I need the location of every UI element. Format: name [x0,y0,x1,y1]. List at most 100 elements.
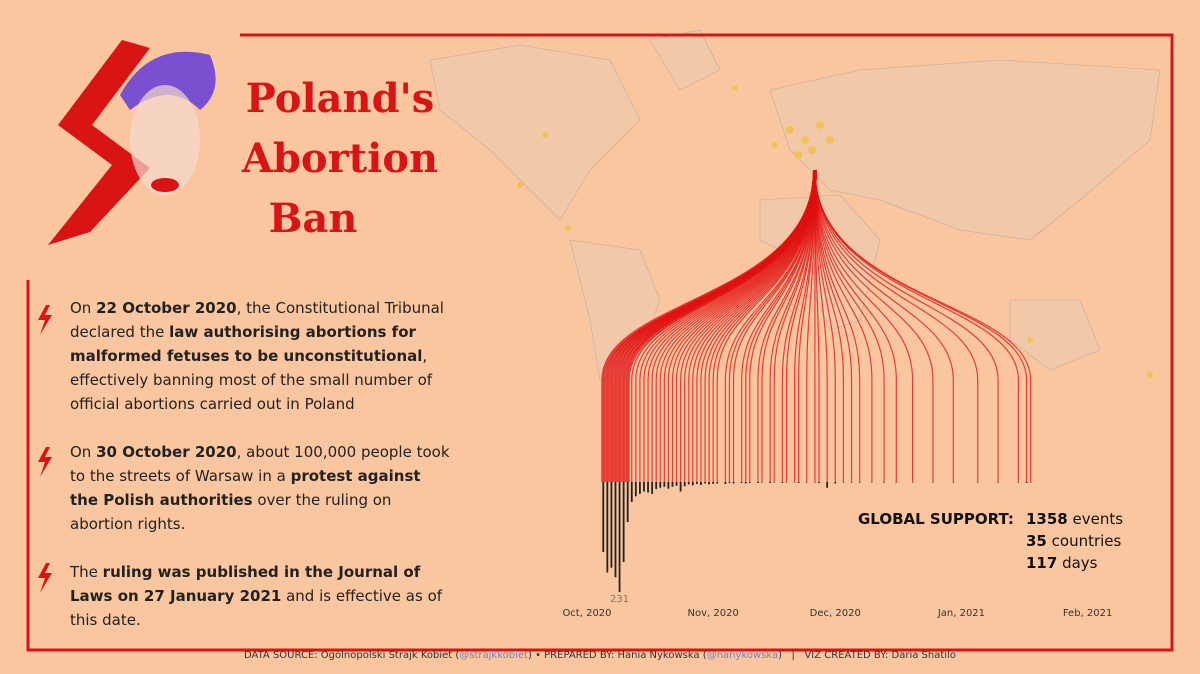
text-run: The [70,563,103,581]
footer-text: ) | VIZ CREATED BY: Daria Shatilo [778,650,956,661]
frame [26,33,1174,652]
bar [1025,482,1028,483]
footer-text: DATA SOURCE: Ogólnopolski Strajk Kobiet … [244,650,460,661]
bar [667,482,670,489]
stat-row: 1358 events [1026,508,1123,530]
flows [601,169,1032,482]
bar [626,482,629,522]
text-run: , the Constitutional Tribunal declared t… [70,299,444,341]
flow-line [814,169,954,482]
bar [700,482,702,485]
text-run: On [70,443,97,461]
bar [716,482,719,484]
text-run: , about 100,000 people took to the stree… [70,443,450,485]
text-run: On [70,299,97,317]
value-label: 231 [610,594,629,605]
bar [797,482,800,483]
title-line: Abortion [241,135,438,182]
footer-text: ) • PREPARED BY: Hania Nykowska ( [527,650,707,661]
bar [695,482,698,484]
bar [687,482,690,485]
footer-text: @hanykowska [706,650,779,661]
stat-row: 35 countries [1026,530,1121,552]
paragraph: On 30 October 2020, about 100,000 people… [70,440,450,536]
bars: Oct, 2020 Nov, 2020 Dec, 2020 Jan, 2021 Feb,… [562,482,1112,619]
bullet-icons [38,305,52,593]
world-map [429,29,1161,381]
bar [622,482,625,562]
bar [647,482,649,493]
stat-value: 1358 [1026,510,1068,528]
bar [675,482,678,486]
bar [708,482,710,485]
stat-unit: countries [1051,532,1122,550]
bar [826,482,829,488]
text-run: 30 October 2020 [96,443,237,461]
text-run: over the ruling on abortion rights. [70,491,392,533]
flow-line [814,169,897,482]
bar [683,482,686,487]
event-dots [517,85,1153,378]
text-run: 22 October 2020 [96,299,237,317]
logo-bolt [48,40,150,245]
bar [712,482,715,484]
stat-unit: days [1062,554,1098,572]
bar [606,482,609,573]
bar [663,482,666,487]
text-run: law authorising abortions for malformed … [70,323,423,365]
paragraph: On 22 October 2020, the Constitutional T… [70,296,450,416]
bar [818,482,820,483]
bar [704,482,706,484]
text-run: and is effective as of this date. [70,587,443,629]
bar [757,482,759,483]
bar [740,482,743,483]
bar [781,482,784,483]
x-tick-label: Dec, 2020 [810,608,861,619]
bar [671,482,674,487]
bar [655,482,658,490]
bar [614,482,617,578]
bar [651,482,654,494]
x-tick-label: Feb, 2021 [1063,608,1113,619]
bar [634,482,637,497]
stat-row: 117 days [1026,552,1098,574]
flow-line [814,169,1032,482]
stat-value: 35 [1026,532,1047,550]
bar [744,482,747,484]
bar [769,482,772,483]
flow-line [814,169,934,482]
bar [728,482,731,483]
footer-text: @strajkkobiet [459,650,528,661]
flow-line [814,169,914,482]
bar [602,482,605,552]
bar [659,482,662,488]
bar [630,482,633,502]
x-tick-label: Jan, 2021 [937,608,985,619]
title-line: Poland's [246,75,435,122]
flow-line [814,169,999,482]
bar [610,482,613,568]
bar [834,482,837,484]
stat-value: 117 [1026,554,1058,572]
title-line: Ban [269,195,358,242]
flow-line [814,169,979,482]
text-run: protest against the Polish authorities [70,467,421,509]
x-tick-label: Nov, 2020 [688,608,739,619]
text-run: ruling was published in the Journal of L… [70,563,421,605]
bar [691,482,694,486]
bar [639,482,641,494]
bar [643,482,645,492]
bar [618,482,621,592]
bar [748,482,751,483]
description: On 22 October 2020, the Constitutional T… [70,296,450,656]
text-run: , effectively banning most of the small … [70,347,433,413]
footer: DATA SOURCE: Ogólnopolski Strajk Kobiet … [0,650,1200,661]
paragraph: The ruling was published in the Journal … [70,560,450,632]
bar [679,482,682,492]
bar [732,482,735,484]
logo-face [120,51,216,195]
stat-unit: events [1072,510,1124,528]
bar [724,482,727,484]
